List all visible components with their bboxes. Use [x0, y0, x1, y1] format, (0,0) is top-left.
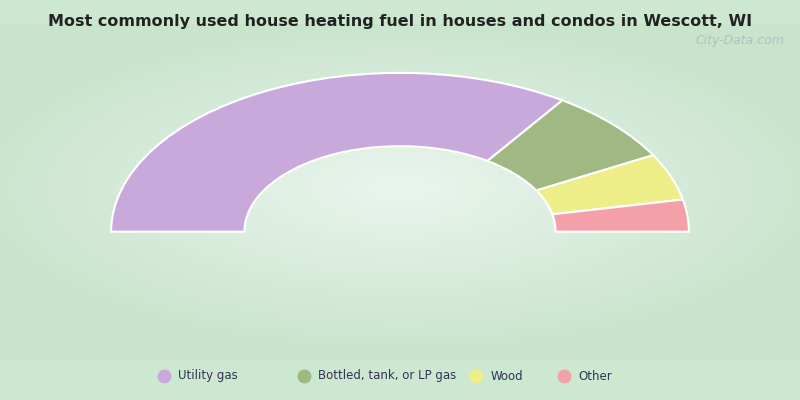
Text: Most commonly used house heating fuel in houses and condos in Wescott, WI: Most commonly used house heating fuel in…: [48, 14, 752, 29]
Text: Bottled, tank, or LP gas: Bottled, tank, or LP gas: [318, 370, 457, 382]
Text: Wood: Wood: [490, 370, 523, 382]
Text: City-Data.com: City-Data.com: [695, 34, 784, 47]
Text: Other: Other: [578, 370, 612, 382]
Wedge shape: [552, 200, 689, 232]
Wedge shape: [487, 100, 653, 190]
Wedge shape: [536, 155, 683, 214]
Text: Utility gas: Utility gas: [178, 370, 238, 382]
Wedge shape: [111, 73, 562, 232]
